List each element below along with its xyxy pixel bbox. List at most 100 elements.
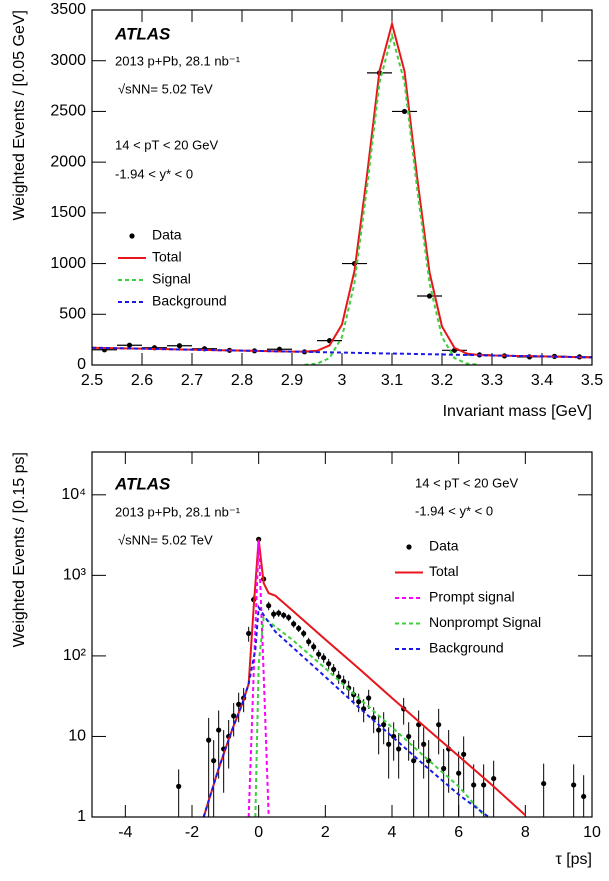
legend-marker [406,544,412,550]
data-point [366,695,372,701]
legend-label: Prompt signal [429,589,515,605]
x-tick-label: 2 [321,824,330,841]
data-point [236,701,242,707]
y-tick-label: 10² [63,647,87,664]
y-tick-label: 10 [68,728,86,745]
annotation: -1.94 < y* < 0 [115,166,193,181]
curve [254,615,487,817]
data-point [571,782,577,788]
legend-label: Background [429,640,504,656]
curve [247,540,270,817]
data-point [421,741,427,747]
x-tick-label: 3.5 [581,372,603,389]
annotation: 2013 p+Pb, 28.1 nb⁻¹ [115,53,241,68]
data-point [281,612,287,618]
curve [202,539,527,817]
y-tick-label: 2500 [50,103,86,120]
data-point [271,611,277,617]
x-tick-label: -4 [118,824,132,841]
y-tick-label: 10⁴ [61,486,86,503]
annotation: -1.94 < y* < 0 [415,503,493,518]
legend-label: Total [152,249,182,265]
curve [92,346,592,359]
y-tick-label: 2000 [50,153,86,170]
data-point [426,293,433,299]
x-tick-label: 3 [338,372,347,389]
annotation: 14 < pT < 20 GeV [415,475,518,490]
legend-marker [129,233,135,239]
data-point [481,782,487,788]
data-point [436,722,442,728]
x-tick-label: 2.9 [281,372,303,389]
data-point [376,727,382,733]
data-point [206,737,212,743]
annotation: 14 < pT < 20 GeV [115,137,218,152]
legend-label: Nonprompt Signal [429,614,541,630]
data-point [441,765,447,772]
data-point [581,793,587,800]
y-axis-title: Weighted Events / [0.15 ps] [11,452,28,647]
data-point [491,775,497,782]
data-point [456,770,462,776]
plot-frame [91,9,593,366]
x-tick-label: 3.2 [431,372,453,389]
x-tick-label: 3.1 [381,372,403,389]
data-point [396,746,402,752]
data-point [231,713,237,719]
annotation: √sNN= 5.02 TeV [118,532,213,547]
y-tick-label: 10³ [63,567,87,584]
data-point [316,651,322,657]
data-point [176,343,183,349]
x-tick-label: 4 [388,824,397,841]
data-point [296,625,302,631]
data-point [386,741,392,747]
y-tick-label: 1500 [50,204,86,221]
data-point [401,108,408,115]
y-axis-title: Weighted Events / [0.05 GeV] [11,10,28,221]
y-tick-label: 500 [59,306,86,323]
data-point [211,758,217,764]
legend-label: Data [429,538,459,554]
data-point [301,630,307,637]
legend-label: Background [152,293,227,309]
data-point [126,342,133,348]
data-point [411,758,417,764]
atlas-label: ATLAS [114,474,171,493]
data-point [306,639,312,645]
legend-label: Data [152,227,182,243]
data-point [381,722,387,728]
x-axis-title: τ [ps] [555,851,592,868]
x-tick-label: 2.8 [231,372,253,389]
data-point [406,733,412,740]
x-tick-label: 2.7 [181,372,203,389]
plot-frame [91,451,593,818]
y-tick-label: 1000 [50,255,86,272]
data-point [461,751,467,757]
x-tick-label: 3.4 [531,372,553,389]
data-point [176,783,182,789]
data-point [286,614,292,621]
data-point [356,699,362,705]
annotation: 2013 p+Pb, 28.1 nb⁻¹ [115,504,241,519]
x-tick-label: 0 [254,824,263,841]
data-point [311,644,317,650]
x-tick-label: 2.5 [81,372,103,389]
legend-label: Total [429,563,459,579]
data-point [276,610,282,616]
data-point [541,780,547,787]
x-tick-label: 8 [521,824,530,841]
data-point [266,603,272,609]
data-point [331,666,337,672]
data-point [246,630,252,637]
data-point [371,715,377,721]
data-point [326,661,332,667]
curve [202,604,490,817]
data-point [291,621,297,627]
curve [304,31,480,365]
data-point [216,727,222,733]
y-tick-label: 3000 [50,52,86,69]
x-tick-label: 3.3 [481,372,503,389]
x-tick-label: -2 [185,824,199,841]
